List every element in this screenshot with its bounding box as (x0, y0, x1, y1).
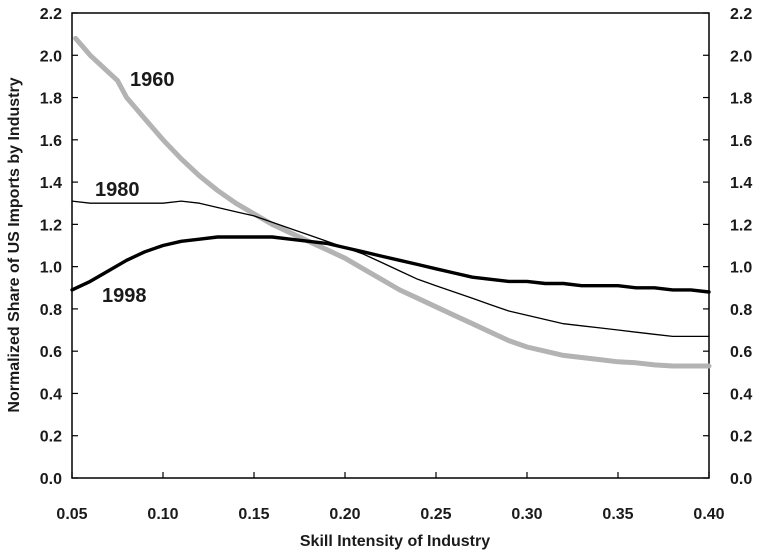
y-tick-label-left: 1.8 (40, 91, 62, 108)
y-tick-label-right: 0.6 (730, 344, 752, 361)
y-axis-title: Normalized Share of US Imports by Indust… (6, 77, 23, 412)
series-line-1980 (71, 200, 710, 338)
y-tick-label-left: 0.2 (40, 429, 62, 446)
y-tick-label-left: 0.4 (40, 386, 62, 403)
series-lines (70, 35, 712, 369)
y-tick-label-right: 1.4 (730, 175, 752, 192)
x-tick-label: 0.10 (147, 506, 178, 523)
series-line-1960 (73, 35, 712, 369)
y-tick-label-right: 1.2 (730, 217, 752, 234)
x-axis-title: Skill Intensity of Industry (300, 533, 490, 550)
y-tick-label-left: 2.2 (40, 6, 62, 23)
x-tick-label: 0.15 (238, 506, 269, 523)
y-tick-label-left: 1.0 (40, 260, 62, 277)
y-tick-label-left: 1.2 (40, 217, 62, 234)
y-axis-left: 0.0 0.2 0.4 0.6 0.8 1.0 1.2 1.4 1.6 1.8 2.0 2.2 (40, 6, 78, 488)
y-tick-label-right: 0.2 (730, 429, 752, 446)
x-tick-label: 0.05 (56, 506, 87, 523)
y-tick-label-left: 0.6 (40, 344, 62, 361)
y-tick-label-right: 1.6 (730, 133, 752, 150)
y-tick-label-right: 0.8 (730, 302, 752, 319)
y-tick-label-left: 1.6 (40, 133, 62, 150)
y-tick-label-right: 2.0 (730, 48, 752, 65)
y-tick-label-right: 1.0 (730, 260, 752, 277)
y-tick-label-right: 0.0 (730, 471, 752, 488)
plot-area-frame (71, 12, 710, 479)
y-tick-label-left: 0.8 (40, 302, 62, 319)
y-tick-label-right: 1.8 (730, 91, 752, 108)
y-tick-label-right: 0.4 (730, 386, 752, 403)
series-label-1980: 1980 (95, 179, 140, 201)
x-tick-label: 0.30 (511, 506, 542, 523)
series-label-1960: 1960 (130, 69, 175, 91)
y-tick-label-left: 1.4 (40, 175, 62, 192)
x-tick-label: 0.25 (420, 506, 451, 523)
y-tick-label-right: 2.2 (730, 6, 752, 23)
x-tick-label: 0.20 (329, 506, 360, 523)
x-tick-label: 0.40 (693, 506, 724, 523)
x-tick-label: 0.35 (602, 506, 633, 523)
series-label-1998: 1998 (102, 285, 147, 307)
y-axis-right: 0.0 0.2 0.4 0.6 0.8 1.0 1.2 1.4 1.6 1.8 2.0 2.2 (703, 6, 752, 488)
y-tick-label-left: 2.0 (40, 48, 62, 65)
y-tick-label-left: 0.0 (40, 471, 62, 488)
series-line-1998 (70, 235, 711, 294)
x-axis: 0.05 0.10 0.15 0.20 0.25 0.30 0.35 0.40 (56, 472, 725, 523)
